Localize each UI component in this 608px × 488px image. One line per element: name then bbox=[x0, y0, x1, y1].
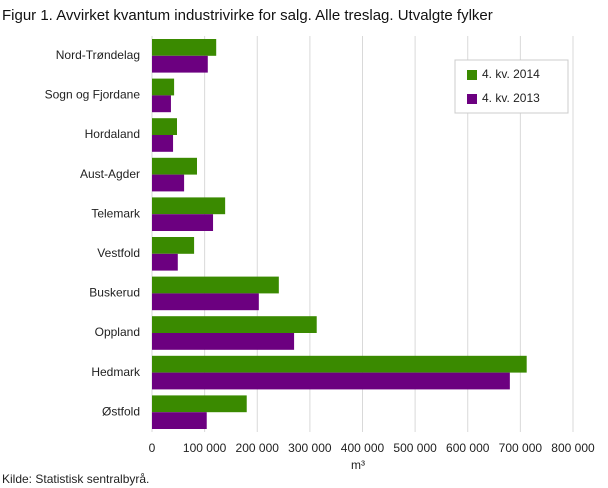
bar bbox=[152, 372, 510, 390]
chart-title: Figur 1. Avvirket kvantum industrivirke … bbox=[2, 7, 493, 24]
y-tick-label: Oppland bbox=[95, 325, 140, 339]
x-tick-label: 300 000 bbox=[288, 441, 332, 455]
y-tick-label: Vestfold bbox=[97, 246, 140, 260]
bar bbox=[152, 237, 195, 254]
x-tick-label: 600 000 bbox=[446, 441, 490, 455]
x-axis-label: m³ bbox=[351, 458, 365, 472]
bar bbox=[152, 214, 214, 231]
bar bbox=[152, 157, 197, 175]
bar bbox=[152, 276, 279, 294]
legend-label: 4. kv. 2014 bbox=[482, 67, 540, 81]
y-tick-label: Aust-Agder bbox=[80, 167, 140, 181]
bar bbox=[152, 118, 177, 135]
y-tick-label: Østfold bbox=[102, 404, 140, 418]
bar bbox=[152, 293, 259, 311]
bar bbox=[152, 39, 217, 56]
bar bbox=[152, 135, 174, 152]
x-tick-label: 200 000 bbox=[236, 441, 280, 455]
bar bbox=[152, 95, 171, 113]
x-tick-label: 0 bbox=[149, 441, 156, 455]
x-tick-label: 700 000 bbox=[499, 441, 543, 455]
y-tick-label: Sogn og Fjordane bbox=[45, 88, 141, 102]
x-tick-label: 500 000 bbox=[393, 441, 437, 455]
y-tick-label: Hordaland bbox=[85, 127, 140, 141]
bar bbox=[152, 395, 247, 413]
bar bbox=[152, 355, 527, 373]
y-tick-label: Telemark bbox=[91, 206, 141, 220]
source: Kilde: Statistisk sentralbyrå. bbox=[2, 472, 149, 486]
bar bbox=[152, 174, 185, 192]
legend-box bbox=[454, 59, 569, 114]
bar bbox=[152, 253, 178, 271]
y-tick-label: Nord-Trøndelag bbox=[56, 48, 140, 62]
bar bbox=[152, 316, 317, 333]
bar bbox=[152, 55, 208, 73]
x-tick-label: 800 000 bbox=[551, 441, 595, 455]
legend-label: 4. kv. 2013 bbox=[482, 91, 540, 105]
y-tick-label: Hedmark bbox=[91, 365, 141, 379]
bar bbox=[152, 197, 226, 215]
x-tick-label: 400 000 bbox=[341, 441, 385, 455]
bar bbox=[152, 333, 295, 350]
legend-swatch bbox=[467, 94, 477, 104]
legend-swatch bbox=[467, 70, 477, 80]
bar bbox=[152, 412, 207, 429]
bar bbox=[152, 78, 175, 96]
y-tick-label: Buskerud bbox=[89, 286, 140, 300]
x-tick-label: 100 000 bbox=[183, 441, 227, 455]
